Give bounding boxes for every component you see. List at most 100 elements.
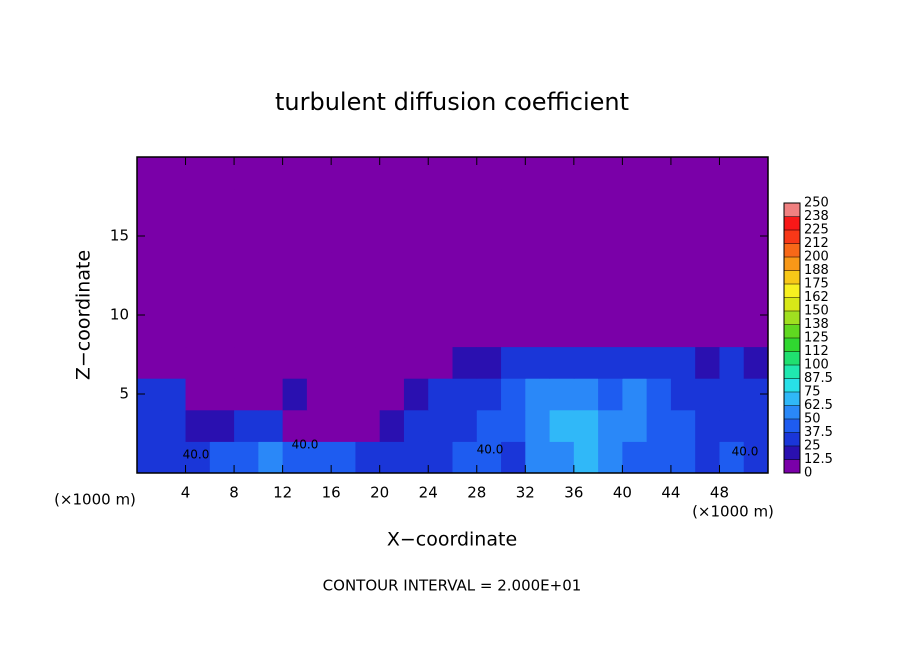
field-cell	[161, 346, 187, 379]
colorbar-swatch	[784, 243, 800, 258]
field-cell	[185, 251, 211, 284]
field-cell	[573, 315, 599, 348]
field-cell	[355, 315, 381, 348]
colorbar-swatch	[784, 203, 800, 217]
field-cell	[137, 283, 162, 316]
field-cell	[209, 315, 235, 348]
field-cell	[185, 378, 211, 411]
field-cell	[476, 220, 502, 253]
field-cell	[403, 220, 429, 253]
field-cell	[282, 441, 308, 474]
field-cell	[573, 283, 599, 316]
chart-title: turbulent diffusion coefficient	[275, 88, 629, 116]
field-cell	[743, 441, 769, 474]
colorbar-swatch	[784, 392, 800, 406]
field-cell	[598, 157, 623, 190]
field-cell	[501, 378, 526, 411]
field-cell	[622, 315, 648, 348]
x-tick-label: 12	[273, 484, 292, 502]
field-cell	[403, 283, 429, 316]
colorbar-label: 25	[804, 439, 821, 454]
field-cell	[719, 251, 745, 284]
field-cell	[573, 220, 599, 253]
field-cell	[209, 378, 235, 411]
field-cell	[282, 188, 308, 221]
field-cell	[185, 283, 211, 316]
field-cell	[670, 409, 696, 442]
field-cell	[476, 188, 502, 221]
x-tick-label: 4	[181, 484, 191, 502]
x-axis-label: X−coordinate	[387, 529, 517, 551]
field-cell	[282, 220, 308, 253]
field-cell	[331, 157, 356, 190]
colorbar-label: 200	[804, 250, 829, 265]
field-cell	[282, 283, 308, 316]
field-cell	[695, 283, 720, 316]
field-cell	[549, 283, 575, 316]
field-cell	[743, 315, 769, 348]
x-tick-label: 36	[564, 484, 583, 502]
field-cell	[646, 378, 672, 411]
field-cell	[379, 188, 405, 221]
field-cell	[670, 188, 696, 221]
field-cell	[403, 378, 429, 411]
field-cell	[598, 188, 623, 221]
field-cell	[306, 409, 332, 442]
field-cell	[598, 251, 623, 284]
y-tick-label: 10	[110, 306, 129, 324]
field-cell	[185, 409, 211, 442]
x-unit: (×1000 m)	[54, 491, 136, 509]
field-cell	[403, 409, 429, 442]
field-cell	[695, 251, 720, 284]
field-cell	[695, 188, 720, 221]
field-cell	[331, 441, 356, 474]
x-tick-label: 28	[467, 484, 486, 502]
x-unit: (×1000 m)	[692, 503, 774, 521]
field-cell	[137, 157, 162, 190]
colorbar-label: 62.5	[804, 398, 833, 413]
field-cell	[573, 346, 599, 379]
field-cell	[282, 378, 308, 411]
field-cell	[646, 188, 672, 221]
y-tick-label: 5	[119, 385, 129, 403]
field-cell	[282, 157, 308, 190]
field-cell	[670, 315, 696, 348]
x-tick-label: 48	[710, 484, 729, 502]
field-cell	[476, 346, 502, 379]
field-cell	[209, 283, 235, 316]
field-cell	[161, 409, 187, 442]
field-cell	[598, 409, 623, 442]
field-cell	[525, 220, 551, 253]
field-cell	[670, 220, 696, 253]
field-cell	[258, 188, 284, 221]
field-cell	[573, 157, 599, 190]
field-cell	[161, 251, 187, 284]
contour-label: 40.0	[477, 443, 504, 457]
field-cell	[258, 251, 284, 284]
field-cell	[137, 346, 162, 379]
field-cell	[258, 378, 284, 411]
field-cell	[525, 283, 551, 316]
field-cell	[598, 220, 623, 253]
field-cell	[234, 157, 259, 190]
field-cell	[695, 378, 720, 411]
colorbar-swatch	[784, 338, 800, 352]
field-cell	[379, 346, 405, 379]
field-cell	[137, 188, 162, 221]
field-cell	[695, 346, 720, 379]
field-cell	[452, 441, 478, 474]
field-cell	[185, 315, 211, 348]
field-cell	[549, 346, 575, 379]
field-cell	[549, 441, 575, 474]
field-cell	[161, 220, 187, 253]
field-cell	[549, 157, 575, 190]
colorbar-label: 175	[804, 277, 829, 292]
field-cell	[234, 378, 259, 411]
field-cell	[622, 409, 648, 442]
field-cell	[379, 409, 405, 442]
field-cell	[743, 251, 769, 284]
field-cell	[428, 346, 453, 379]
field-cell	[646, 315, 672, 348]
field-cell	[719, 409, 745, 442]
